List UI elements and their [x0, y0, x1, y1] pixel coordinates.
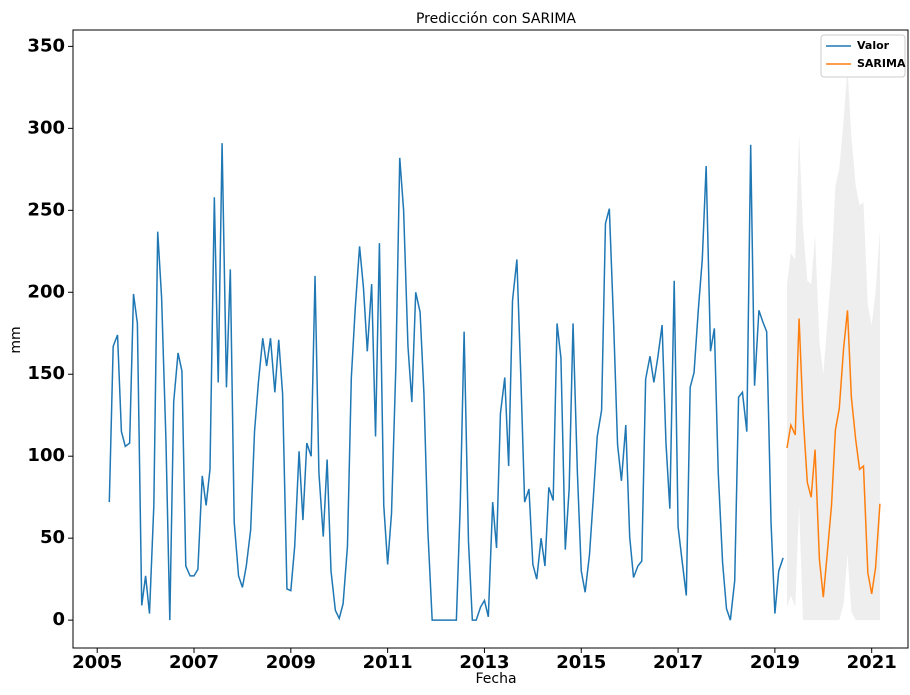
y-tick-label: 50 — [40, 527, 65, 548]
x-axis-label: Fecha — [475, 671, 516, 687]
y-tick-label: 0 — [52, 609, 65, 630]
legend-label: Valor — [857, 39, 890, 52]
y-tick-label: 200 — [27, 281, 65, 302]
confidence-band — [786, 67, 880, 621]
series-line — [108, 143, 784, 621]
x-tick-label: 2017 — [653, 652, 703, 673]
y-tick-label: 100 — [27, 445, 65, 466]
x-tick-label: 2009 — [266, 652, 316, 673]
x-tick-label: 2015 — [556, 652, 606, 673]
y-tick-label: 250 — [27, 199, 65, 220]
y-tick-label: 300 — [27, 117, 65, 138]
y-tick-label: 150 — [27, 363, 65, 384]
x-tick-label: 2005 — [72, 652, 122, 673]
plot-frame — [72, 29, 909, 649]
x-tick-label: 2011 — [363, 652, 413, 673]
legend-label: SARIMA — [857, 57, 906, 70]
series-line — [786, 310, 881, 598]
chart-title: Predicción con SARIMA — [416, 11, 576, 27]
x-tick-label: 2007 — [169, 652, 219, 673]
x-tick-label: 2019 — [750, 652, 800, 673]
x-tick-label: 2021 — [847, 652, 897, 673]
y-tick-label: 350 — [27, 35, 65, 56]
y-axis-label: mm — [8, 326, 24, 353]
x-tick-label: 2013 — [459, 652, 509, 673]
